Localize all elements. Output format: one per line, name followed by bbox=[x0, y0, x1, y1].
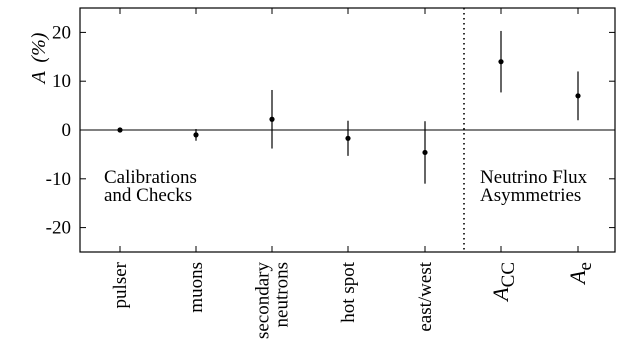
category-label-base: A bbox=[488, 287, 513, 303]
y-tick-label: 10 bbox=[52, 71, 71, 92]
category-label: ACC bbox=[488, 262, 519, 303]
category-label: neutrons bbox=[272, 262, 293, 327]
category-label: pulser bbox=[110, 261, 131, 308]
data-point bbox=[422, 149, 428, 156]
data-point bbox=[193, 132, 199, 138]
y-tick-label: 0 bbox=[62, 120, 72, 141]
region-label: Neutrino Flux Asymmetries bbox=[480, 167, 588, 206]
data-point bbox=[269, 116, 275, 122]
region-label-line: and Checks bbox=[104, 185, 192, 206]
region-label-line: Asymmetries bbox=[480, 185, 581, 206]
category-label: muons bbox=[186, 262, 207, 313]
region-labels: Calibrations and Checks Neutrino Flux Asymm… bbox=[104, 167, 588, 206]
y-axis-label-variable: A bbox=[28, 70, 50, 85]
data-point bbox=[498, 59, 504, 65]
category-label-subscript: CC bbox=[498, 262, 519, 287]
data-point bbox=[575, 93, 581, 99]
category-label: hot spot bbox=[338, 261, 359, 322]
category-label: Ae bbox=[565, 262, 596, 286]
y-tick-label: 20 bbox=[52, 22, 71, 43]
category-label: east/west bbox=[415, 261, 436, 331]
y-ticks: 20 10 0 -10 -20 bbox=[46, 22, 615, 239]
region-label-line: Calibrations bbox=[104, 167, 197, 188]
category-label-subscript: e bbox=[575, 262, 596, 270]
data-point bbox=[117, 127, 123, 133]
category-label-base: A bbox=[565, 270, 590, 286]
y-tick-label: -20 bbox=[46, 218, 71, 239]
y-tick-label: -10 bbox=[46, 169, 71, 190]
x-ticks bbox=[119, 8, 579, 252]
data-points bbox=[117, 30, 581, 184]
data-point bbox=[345, 135, 351, 141]
region-label: Calibrations and Checks bbox=[104, 167, 197, 206]
region-label-line: Neutrino Flux bbox=[480, 167, 588, 188]
category-label: secondary bbox=[253, 262, 274, 340]
y-axis-label: A (%) bbox=[28, 32, 50, 85]
y-axis-label-unit: (%) bbox=[28, 32, 50, 62]
